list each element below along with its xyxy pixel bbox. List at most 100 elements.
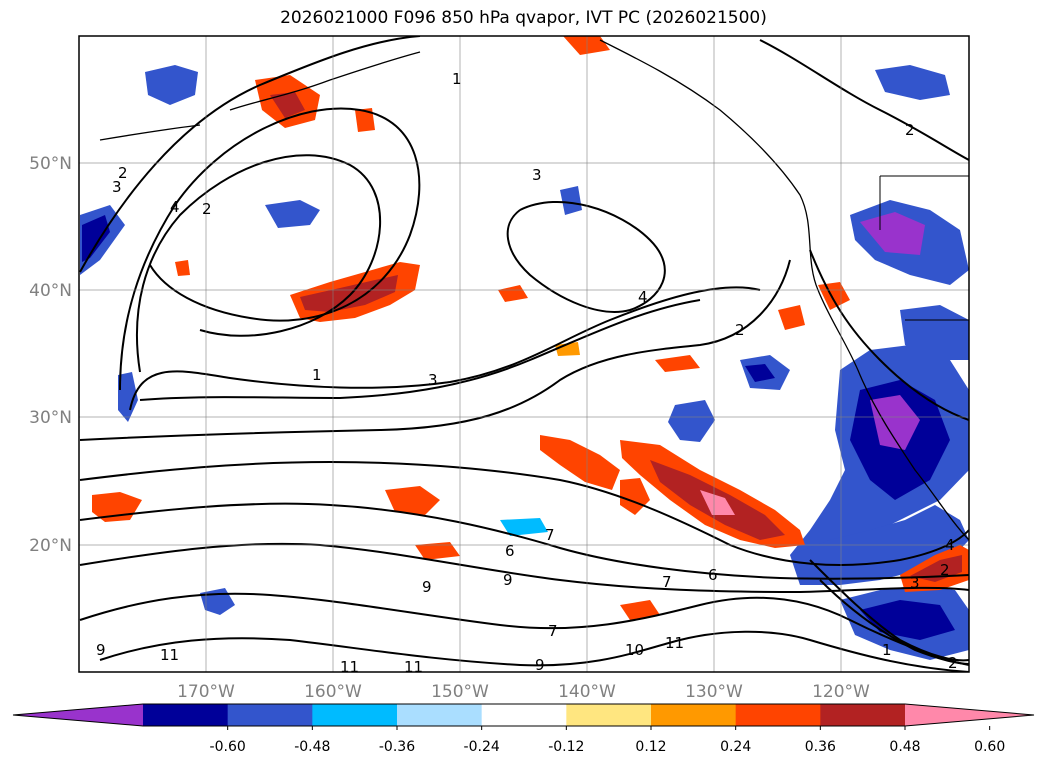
contour-line bbox=[79, 592, 969, 666]
contour-label: 11 bbox=[160, 646, 179, 664]
contour-line bbox=[809, 249, 969, 421]
colorbar-tick-label: 0.24 bbox=[720, 739, 751, 755]
coastline bbox=[99, 39, 969, 541]
contour-label: 2 bbox=[940, 561, 950, 579]
colorbar-segment bbox=[735, 704, 821, 726]
shade-blob bbox=[745, 364, 775, 382]
lon-label: 160°W bbox=[304, 682, 362, 702]
contour-line bbox=[119, 107, 421, 391]
contour-label: 9 bbox=[503, 571, 513, 589]
contour-label: 4 bbox=[638, 288, 648, 306]
contour-line bbox=[99, 630, 969, 672]
coastline-north-america bbox=[599, 39, 969, 541]
contour-label: 10 bbox=[625, 641, 644, 659]
graticule bbox=[79, 36, 969, 672]
colorbar-tick-label: 0.36 bbox=[805, 739, 836, 755]
shade-blob bbox=[668, 400, 715, 442]
shade-blob bbox=[778, 305, 805, 330]
colorbar-tick-label: -0.24 bbox=[464, 739, 500, 755]
lat-labels: 50°N 40°N 30°N 20°N bbox=[29, 154, 72, 556]
shade-blob bbox=[560, 186, 582, 215]
contour-line bbox=[809, 559, 969, 662]
contour-line bbox=[139, 299, 701, 401]
coastline-alaska-peninsula bbox=[229, 51, 421, 111]
contour-label: 2 bbox=[948, 654, 958, 672]
contour-labels: 1 2 3 4 2 3 2 1 3 4 2 6 7 7 6 9 9 7 10 1… bbox=[96, 70, 958, 676]
shade-blob bbox=[175, 260, 190, 276]
lon-label: 150°W bbox=[431, 682, 489, 702]
contour-label: 2 bbox=[118, 164, 128, 182]
shade-blob bbox=[870, 395, 920, 450]
contour-line bbox=[129, 286, 761, 411]
lon-label: 130°W bbox=[685, 682, 743, 702]
shade-blob bbox=[118, 372, 138, 422]
colorbar-segment bbox=[143, 704, 229, 726]
shade-blob bbox=[860, 600, 955, 640]
lon-label: 170°W bbox=[177, 682, 235, 702]
shade-blob bbox=[265, 200, 320, 228]
contour-label: 7 bbox=[548, 622, 558, 640]
contour-label: 11 bbox=[340, 658, 359, 676]
contour-line bbox=[79, 259, 791, 441]
colorbar-tick-label: -0.48 bbox=[294, 739, 330, 755]
contour-label: 7 bbox=[545, 526, 555, 544]
contour-label: 11 bbox=[404, 658, 423, 676]
shade-blob bbox=[270, 92, 305, 118]
contour-label: 4 bbox=[170, 198, 180, 216]
contour-line bbox=[79, 36, 421, 273]
contour-label: 3 bbox=[532, 166, 542, 184]
contour-label: 3 bbox=[910, 574, 920, 592]
shade-blob bbox=[655, 355, 700, 372]
colorbar-tick-label: 0.48 bbox=[889, 739, 920, 755]
contour-label: 2 bbox=[202, 200, 212, 218]
shade-blob bbox=[500, 518, 548, 536]
contour-label: 11 bbox=[665, 634, 684, 652]
shade-blob bbox=[700, 490, 735, 515]
contour-label: 6 bbox=[708, 566, 718, 584]
shade-blob bbox=[860, 212, 925, 255]
lat-label: 30°N bbox=[29, 408, 72, 428]
colorbar-segment bbox=[820, 704, 906, 726]
shade-blob bbox=[145, 65, 198, 105]
lat-label: 40°N bbox=[29, 281, 72, 301]
colorbar: -0.60 -0.48 -0.36 -0.24 -0.12 0.12 0.24 0.36 0.4… bbox=[12, 703, 1035, 755]
contour-label: 9 bbox=[96, 641, 106, 659]
shade-blob bbox=[82, 215, 110, 262]
contour-line bbox=[135, 154, 381, 373]
lat-label: 20°N bbox=[29, 536, 72, 556]
shade-blob bbox=[498, 285, 528, 302]
shade-blob bbox=[900, 305, 969, 360]
shade-blob bbox=[355, 108, 375, 132]
shade-blob bbox=[385, 486, 440, 515]
colorbar-segment bbox=[397, 704, 483, 726]
contour-label: 4 bbox=[945, 536, 955, 554]
shade-blob bbox=[875, 65, 950, 100]
shade-blob bbox=[620, 600, 660, 620]
shade-blob bbox=[555, 342, 580, 356]
colorbar-extend-high bbox=[905, 704, 1034, 726]
contour-label: 7 bbox=[662, 573, 672, 591]
colorbar-segment bbox=[481, 704, 567, 726]
colorbar-segment bbox=[227, 704, 313, 726]
lon-label: 140°W bbox=[558, 682, 616, 702]
contour-label: 6 bbox=[505, 542, 515, 560]
contour-label: 1 bbox=[452, 70, 462, 88]
colorbar-segment bbox=[566, 704, 652, 726]
page-title: 2026021000 F096 850 hPa qvapor, IVT PC (… bbox=[280, 8, 767, 28]
contour-line bbox=[79, 502, 969, 580]
contour-line bbox=[506, 201, 666, 313]
colorbar-extend-low bbox=[13, 704, 143, 726]
contour-line bbox=[79, 460, 969, 566]
borders bbox=[879, 175, 969, 321]
contour-label: 1 bbox=[882, 641, 892, 659]
shade-blob bbox=[540, 435, 620, 490]
shade-blob bbox=[818, 282, 850, 310]
contour-label: 1 bbox=[312, 366, 322, 384]
contour-line bbox=[819, 579, 969, 665]
contour-label: 2 bbox=[905, 121, 915, 139]
contour-label: 3 bbox=[112, 178, 122, 196]
lon-label: 120°W bbox=[812, 682, 870, 702]
shade-blob bbox=[300, 275, 398, 312]
map-frame bbox=[78, 35, 970, 673]
